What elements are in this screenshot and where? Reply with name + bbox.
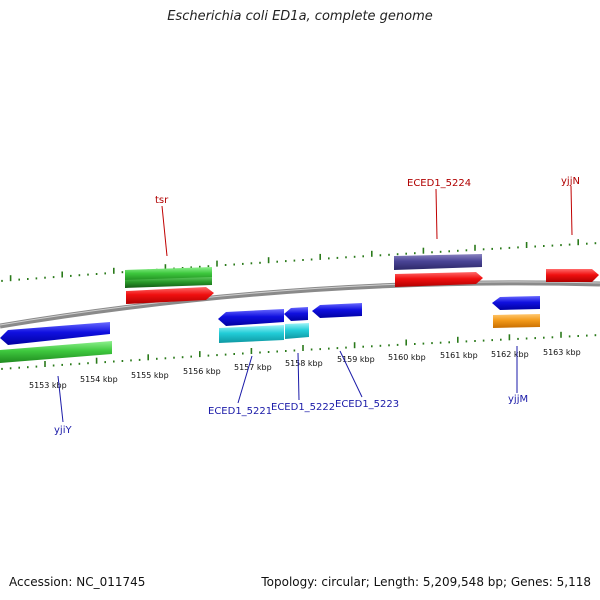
tsr-feature-bar[interactable]	[125, 267, 212, 281]
yjjn-gene-arrow[interactable]	[546, 269, 599, 282]
tick-label: 5159 kbp	[337, 355, 375, 364]
tick-label: 5163 kbp	[543, 348, 581, 357]
eced1-5224-leader	[435, 188, 438, 240]
yjjm-gene-arrow[interactable]	[492, 296, 540, 310]
yjjn-leader	[570, 185, 573, 236]
tick-label: 5161 kbp	[440, 351, 478, 360]
tick-label: 5157 kbp	[234, 363, 272, 372]
eced1-5222-leader	[297, 352, 300, 401]
eced1-5224-gene-arrow[interactable]	[395, 272, 483, 287]
eced1-5221-feature-bar[interactable]	[219, 325, 284, 343]
eced1-5223-gene-arrow[interactable]	[312, 303, 362, 318]
eced1-5222-gene-arrow[interactable]	[284, 307, 308, 321]
gene-label-eced1-5222[interactable]: ECED1_5222	[271, 402, 335, 413]
tick-labels: 5153 kbp 5154 kbp 5155 kbp 5156 kbp 5157…	[29, 348, 581, 390]
tsr-gene-arrow-group[interactable]	[125, 267, 214, 304]
map-title: Escherichia coli ED1a, complete genome	[167, 9, 433, 24]
genome-backbone	[0, 280, 600, 329]
tick-label: 5155 kbp	[131, 371, 169, 380]
tick-label: 5154 kbp	[80, 375, 118, 384]
label-leaders	[57, 185, 573, 423]
tick-label: 5158 kbp	[285, 359, 323, 368]
yjjm-feature-bar[interactable]	[493, 314, 540, 328]
tsr-leader	[161, 205, 168, 257]
yjiy-gene-group[interactable]	[0, 322, 112, 363]
accession-label: Accession: NC_011745	[9, 575, 146, 589]
tick-label: 5160 kbp	[388, 353, 426, 362]
tick-label: 5162 kbp	[491, 350, 529, 359]
yjjm-gene-group[interactable]	[492, 296, 540, 328]
yjiy-feature-bar[interactable]	[0, 341, 112, 363]
yjiy-gene-arrow[interactable]	[0, 322, 110, 345]
gene-label-yjjm[interactable]: yjjM	[508, 394, 528, 405]
gene-label-yjiy[interactable]: yjiY	[54, 425, 72, 436]
eced1-5224-feature-bar[interactable]	[394, 254, 482, 270]
eced1-5221-leader	[237, 355, 253, 404]
tick-label: 5156 kbp	[183, 367, 221, 376]
genome-info-label: Topology: circular; Length: 5,209,548 bp…	[261, 575, 591, 589]
eced1-5221-gene-arrow[interactable]	[218, 309, 284, 326]
eced1-5223-leader	[339, 350, 363, 398]
gene-label-tsr[interactable]: tsr	[155, 195, 169, 206]
gene-label-eced1-5223[interactable]: ECED1_5223	[335, 399, 399, 410]
yjiy-leader	[57, 375, 64, 423]
gene-labels: tsr ECED1_5224 yjjN yjiY ECED1_5221 ECED…	[54, 176, 580, 436]
gene-label-eced1-5224[interactable]: ECED1_5224	[407, 178, 471, 189]
gene-label-eced1-5221[interactable]: ECED1_5221	[208, 406, 272, 417]
outer-tick-ring	[1, 239, 597, 282]
tick-label: 5153 kbp	[29, 381, 67, 390]
inner-tick-ring	[1, 331, 597, 370]
genome-backbone-highlight	[0, 281, 600, 326]
tsr-gene-arrow[interactable]	[126, 287, 214, 304]
eced1-5224-gene-group[interactable]	[394, 254, 483, 287]
gene-label-yjjn[interactable]: yjjN	[561, 176, 580, 187]
eced1-5221-feature-bar-b[interactable]	[285, 323, 309, 339]
tsr-feature-bar-dark[interactable]	[125, 277, 212, 288]
